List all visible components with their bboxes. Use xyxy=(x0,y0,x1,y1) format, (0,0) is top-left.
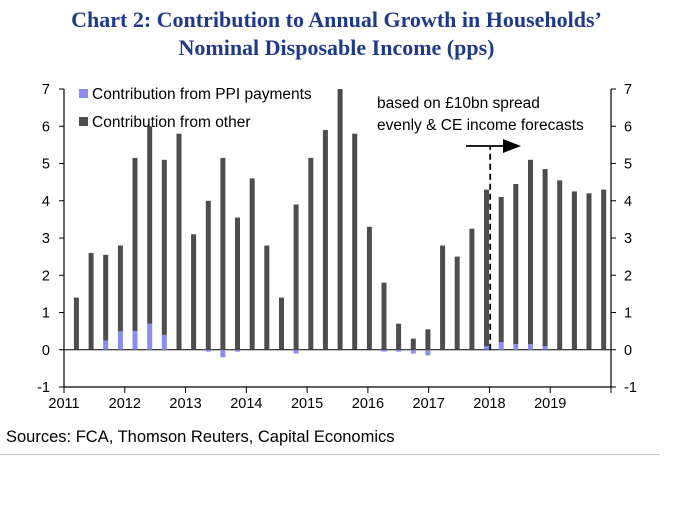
bar-other-32 xyxy=(542,169,548,346)
bar-other-18 xyxy=(337,89,343,350)
bar-ppi-28 xyxy=(484,346,489,350)
bar-other-14 xyxy=(279,297,284,350)
bar-other-30 xyxy=(513,184,519,345)
bar-ppi-21 xyxy=(381,349,387,352)
bar-other-12 xyxy=(249,178,255,350)
bar-chart: -1 -1 0 0 1 1 2 2 3 3 4 4 5 5 6 6 7 7 2011 2012 2013 2014 2015… xyxy=(37,82,637,412)
bar-other-28 xyxy=(484,189,489,347)
bar-ppi-6 xyxy=(161,334,167,350)
bar-ppi-30 xyxy=(513,344,519,350)
legend: Contribution from PPI payments Contribut… xyxy=(79,86,312,131)
chart-title: Chart 2: Contribution to Annual Growth i… xyxy=(0,6,673,62)
bar-other-6 xyxy=(161,159,167,335)
bar-ppi-29 xyxy=(498,342,504,350)
x-tick-label-2019: 2019 xyxy=(534,396,566,412)
bar-other-4 xyxy=(132,157,138,332)
bar-other-2 xyxy=(103,254,109,341)
y-tick-label-right-6: 6 xyxy=(624,119,632,135)
divider xyxy=(0,454,660,455)
bar-other-23 xyxy=(410,338,416,350)
y-tick-label-right-1: 1 xyxy=(624,306,632,322)
bar-ppi-11 xyxy=(235,349,240,352)
forecast-arrow-head xyxy=(503,139,521,153)
bar-ppi-24 xyxy=(425,349,431,356)
bar-ppi-23 xyxy=(410,349,416,354)
x-tick-label-2017: 2017 xyxy=(413,396,445,412)
bar-other-5 xyxy=(147,126,153,324)
bar-ppi-4 xyxy=(132,331,138,350)
bar-other-36 xyxy=(601,189,607,350)
bar-other-1 xyxy=(88,252,94,350)
bar-other-24 xyxy=(425,329,431,350)
bar-other-21 xyxy=(381,282,387,350)
legend-label-ppi: Contribution from PPI payments xyxy=(92,86,312,103)
bar-other-27 xyxy=(469,228,475,350)
bar-other-22 xyxy=(396,323,402,350)
x-tick-label-2016: 2016 xyxy=(352,396,384,412)
x-tick-label-2018: 2018 xyxy=(473,396,505,412)
bar-ppi-15 xyxy=(293,349,299,354)
y-tick-label-right-3: 3 xyxy=(624,231,632,247)
x-tick-label-2014: 2014 xyxy=(230,396,262,412)
bar-ppi-10 xyxy=(220,349,226,358)
y-tick-label-left-0: 0 xyxy=(42,343,50,359)
x-tick-label-2012: 2012 xyxy=(109,396,141,412)
y-tick-label-left-6: 6 xyxy=(42,119,50,135)
bar-ppi-22 xyxy=(396,349,402,352)
legend-swatch-other xyxy=(79,117,88,126)
y-tick-label-right-2: 2 xyxy=(624,268,632,284)
bar-other-13 xyxy=(264,245,270,350)
bar-other-0 xyxy=(73,297,79,350)
bar-other-16 xyxy=(308,157,314,350)
bar-other-17 xyxy=(322,130,328,350)
bars-group xyxy=(73,89,607,358)
x-tick-label-2011: 2011 xyxy=(48,396,79,412)
bar-other-25 xyxy=(440,245,446,350)
y-tick-label-left-7: 7 xyxy=(42,82,50,98)
bar-other-19 xyxy=(352,133,358,350)
y-tick-label-right--1: -1 xyxy=(624,380,637,396)
source-note: Sources: FCA, Thomson Reuters, Capital E… xyxy=(6,428,395,446)
y-tick-label-left-4: 4 xyxy=(42,194,50,210)
bar-other-7 xyxy=(176,133,182,350)
bar-ppi-32 xyxy=(542,346,548,350)
annotation-line-2: evenly & CE income forecasts xyxy=(377,117,584,134)
bar-other-26 xyxy=(454,256,460,350)
bar-other-35 xyxy=(586,193,592,350)
title-line-1: Chart 2: Contribution to Annual Growth i… xyxy=(71,7,602,32)
y-tick-label-left-5: 5 xyxy=(42,157,50,173)
x-tick-label-2013: 2013 xyxy=(169,396,201,412)
y-tick-label-left-3: 3 xyxy=(42,231,50,247)
y-tick-label-right-4: 4 xyxy=(624,194,632,210)
bar-other-10 xyxy=(220,157,226,350)
bar-other-34 xyxy=(571,191,577,350)
bar-ppi-5 xyxy=(147,323,153,350)
bar-other-3 xyxy=(117,245,123,332)
bar-other-11 xyxy=(235,217,240,350)
y-tick-label-left-1: 1 xyxy=(42,306,50,322)
bar-ppi-3 xyxy=(117,331,123,350)
y-tick-label-right-0: 0 xyxy=(624,343,632,359)
annotation-group: based on £10bn spread evenly & CE income… xyxy=(377,95,584,350)
y-tick-label-left-2: 2 xyxy=(42,268,50,284)
title-line-2: Nominal Disposable Income (pps) xyxy=(178,35,495,60)
bar-other-33 xyxy=(557,180,563,350)
bar-ppi-31 xyxy=(528,344,533,350)
bar-ppi-2 xyxy=(103,340,109,350)
x-tick-label-2015: 2015 xyxy=(291,396,323,412)
bar-other-15 xyxy=(293,204,299,350)
bar-other-29 xyxy=(498,197,504,343)
legend-label-other: Contribution from other xyxy=(92,114,251,131)
annotation-line-1: based on £10bn spread xyxy=(377,95,540,112)
bar-other-8 xyxy=(191,234,197,350)
y-tick-label-right-7: 7 xyxy=(624,82,632,98)
y-tick-label-right-5: 5 xyxy=(624,157,632,173)
legend-swatch-ppi xyxy=(79,89,88,98)
bar-other-9 xyxy=(205,200,211,350)
bar-ppi-9 xyxy=(205,349,211,352)
y-tick-label-left--1: -1 xyxy=(37,380,50,396)
bar-other-31 xyxy=(528,159,533,345)
bar-other-20 xyxy=(366,226,372,350)
axes-group: -1 -1 0 0 1 1 2 2 3 3 4 4 5 5 6 6 7 7 2011 2012 2013 2014 2015… xyxy=(37,82,637,412)
